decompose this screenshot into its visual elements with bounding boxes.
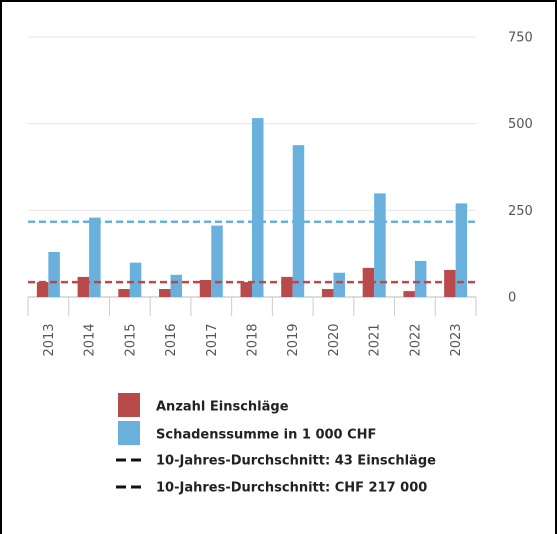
y-tick-label: 0 [508,291,516,306]
y-tick-label: 250 [508,204,533,219]
legend-swatch [118,393,140,417]
x-tick-label: 2017 [205,323,220,356]
bar [240,282,252,297]
x-tick-label: 2023 [449,323,464,356]
bar [48,251,60,297]
bar [199,280,212,297]
y-tick-label: 750 [508,31,533,46]
bar [455,203,468,297]
bar [403,291,415,297]
bar [89,217,101,297]
x-tick-label: 2022 [408,323,423,356]
bar [129,262,142,297]
x-tick-label: 2016 [164,323,179,356]
bar [414,260,427,297]
x-tick-label: 2020 [327,323,342,356]
legend-label: Schadenssumme in 1 000 CHF [156,428,376,443]
x-tick-label: 2018 [246,323,261,356]
bar [159,289,171,297]
bar [170,274,183,297]
bar [36,282,49,297]
bar [118,289,130,297]
bar [444,269,456,297]
legend-label: Anzahl Einschläge [156,400,289,415]
x-tick-label: 2014 [83,323,98,356]
bar [362,267,375,297]
x-tick-label: 2015 [123,323,138,356]
bar [374,193,386,297]
bar [252,118,264,298]
bar [333,272,345,297]
x-tick-label: 2013 [42,323,57,356]
legend-label: 10-Jahres-Durchschnitt: 43 Einschläge [156,454,436,469]
bar [77,276,90,297]
x-tick-label: 2019 [286,323,301,356]
bar [321,289,334,297]
x-tick-label: 2021 [368,323,383,356]
bar [281,276,293,297]
legend-label: 10-Jahres-Durchschnitt: CHF 217 000 [156,481,427,496]
legend-swatch [118,421,140,445]
y-tick-label: 500 [508,117,533,132]
bar [211,225,223,297]
